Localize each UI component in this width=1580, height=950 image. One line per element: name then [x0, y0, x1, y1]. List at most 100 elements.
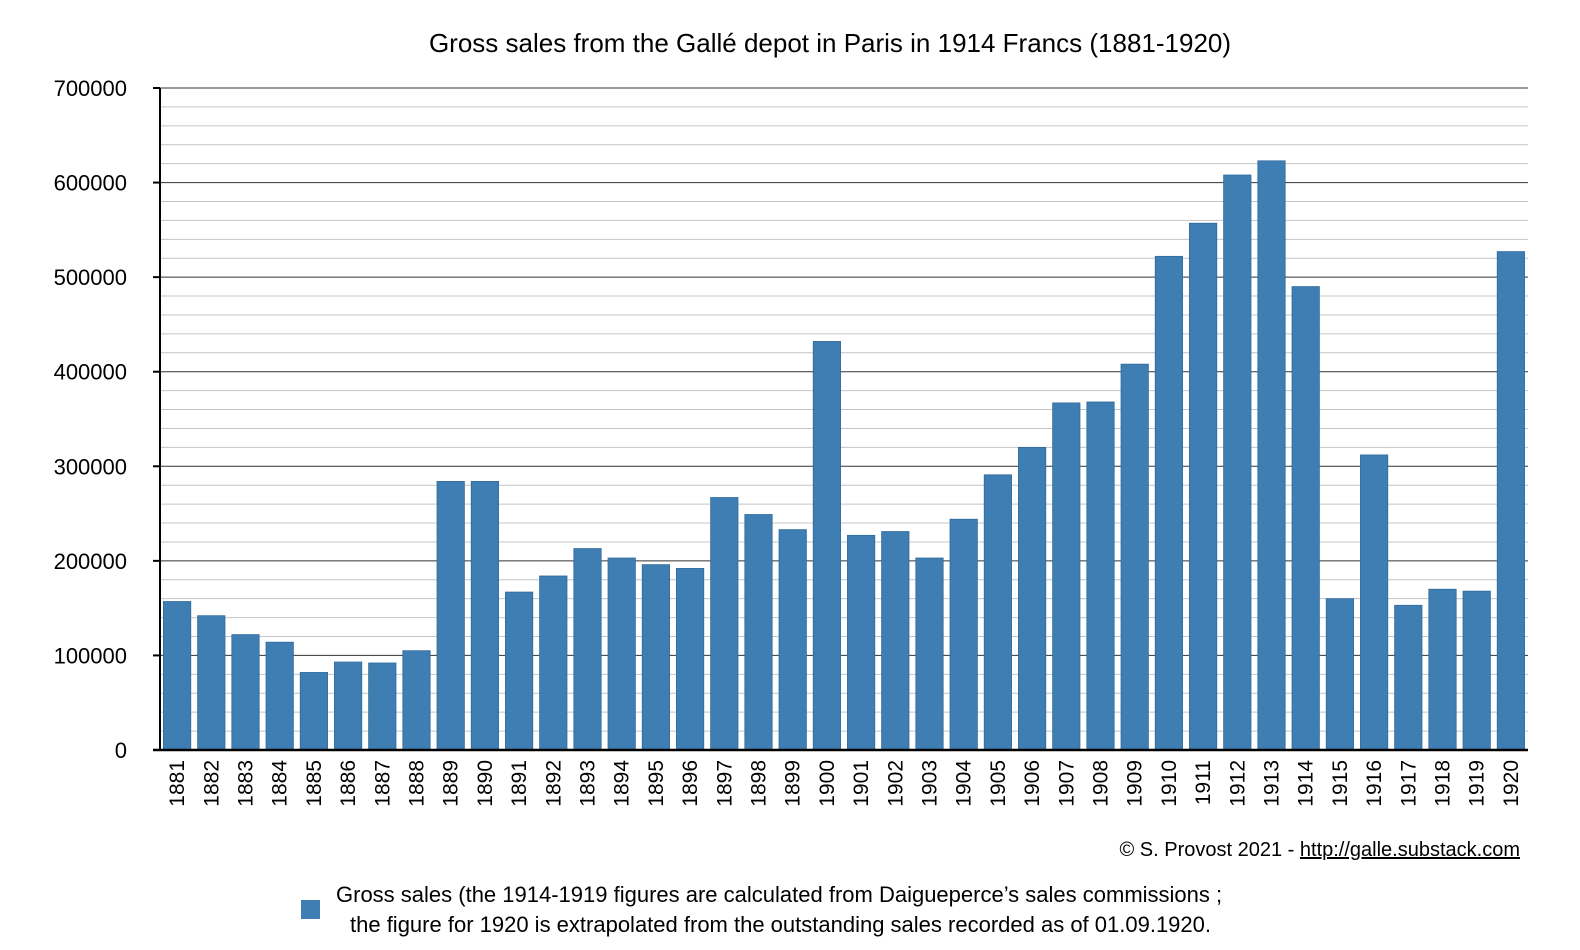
x-tick-label: 1906	[1021, 760, 1044, 807]
x-tick-label: 1890	[474, 760, 497, 807]
x-tick-label: 1896	[679, 760, 702, 807]
x-tick-label: 1920	[1500, 760, 1523, 807]
x-tick-label: 1882	[200, 760, 223, 807]
bar-1905	[983, 474, 1012, 751]
bar-1883	[231, 634, 260, 751]
bar-1884	[265, 641, 294, 751]
x-tick-label: 1885	[303, 760, 326, 807]
x-tick-label: 1914	[1295, 760, 1318, 807]
y-tick-labels: 0 100000 200000 300000 400000 500000 600000 700…	[54, 76, 160, 763]
bar-1909	[1120, 363, 1149, 751]
bar-1917	[1394, 604, 1423, 751]
x-tick-label: 1913	[1261, 760, 1284, 807]
major-gridlines	[160, 87, 1528, 656]
x-tick-label: 1894	[611, 760, 634, 807]
chart-title: Gross sales from the Gallé depot in Pari…	[429, 28, 1231, 58]
bar-1915	[1325, 598, 1354, 751]
bar-1885	[299, 672, 328, 751]
x-tick-label: 1919	[1466, 760, 1489, 807]
y-tick-label: 100000	[54, 643, 127, 668]
bar-1899	[778, 529, 807, 751]
x-tick-label: 1910	[1158, 760, 1181, 807]
bars	[163, 160, 1525, 751]
y-tick-label: 600000	[54, 171, 127, 196]
bar-1897	[710, 497, 739, 751]
credit: © S. Provost 2021 - http://galle.substac…	[1120, 839, 1520, 861]
bar-1907	[1052, 402, 1081, 751]
x-tick-label: 1887	[371, 760, 394, 807]
x-tick-label: 1901	[850, 760, 873, 807]
bar-1908	[1086, 401, 1115, 751]
bar-1902	[881, 531, 910, 751]
bar-1916	[1360, 454, 1389, 751]
bar-1913	[1257, 160, 1286, 751]
x-tick-label: 1903	[919, 760, 942, 807]
bar-1881	[163, 601, 192, 751]
x-tick-label: 1889	[440, 760, 463, 807]
bar-1886	[334, 661, 363, 751]
x-tick-label: 1917	[1397, 760, 1420, 807]
x-tick-label: 1892	[542, 760, 565, 807]
bar-1894	[607, 557, 636, 751]
x-tick-label: 1888	[406, 760, 429, 807]
x-tick-label: 1895	[645, 760, 668, 807]
bar-1904	[949, 518, 978, 751]
legend: Gross sales (the 1914-1919 figures are c…	[301, 882, 1222, 937]
x-tick-label: 1886	[337, 760, 360, 807]
x-tick-label: 1899	[782, 760, 805, 807]
bar-1900	[812, 341, 841, 751]
x-tick-labels: 1881 1882 1883 1884 1885 1886 1887 1888 1889 1890…	[166, 760, 1523, 807]
bar-1920	[1496, 251, 1525, 751]
bar-1882	[197, 615, 226, 751]
x-tick-label: 1881	[166, 760, 189, 807]
y-tick-label: 400000	[54, 360, 127, 385]
credit-prefix: © S. Provost 2021 -	[1120, 839, 1300, 861]
x-tick-label: 1884	[269, 760, 292, 807]
x-tick-label: 1900	[816, 760, 839, 807]
legend-label-line2: the figure for 1920 is extrapolated from…	[350, 912, 1211, 937]
x-tick-label: 1904	[953, 760, 976, 807]
bar-1895	[641, 564, 670, 751]
bar-1903	[915, 557, 944, 751]
x-tick-label: 1911	[1192, 760, 1215, 805]
bar-1892	[539, 575, 568, 751]
bar-1919	[1462, 590, 1491, 751]
x-tick-label: 1908	[1090, 760, 1113, 807]
legend-label-line1: Gross sales (the 1914-1919 figures are c…	[336, 882, 1222, 907]
bar-1906	[1018, 446, 1047, 751]
y-tick-label: 700000	[54, 76, 127, 101]
bar-1887	[368, 662, 397, 751]
x-tick-label: 1916	[1363, 760, 1386, 807]
y-tick-label: 0	[115, 738, 127, 763]
x-tick-label: 1897	[713, 760, 736, 807]
bar-1910	[1154, 255, 1183, 751]
bar-1898	[744, 514, 773, 751]
bar-1893	[573, 548, 602, 751]
x-tick-label: 1912	[1226, 760, 1249, 807]
x-tick-label: 1909	[1124, 760, 1147, 807]
x-tick-label: 1915	[1329, 760, 1352, 807]
legend-swatch	[301, 900, 320, 919]
bar-1914	[1291, 286, 1320, 751]
axes	[153, 88, 1528, 752]
y-tick-label: 500000	[54, 265, 127, 290]
y-tick-label: 300000	[54, 454, 127, 479]
bar-1891	[505, 591, 534, 751]
bar-1888	[402, 650, 431, 751]
x-tick-label: 1905	[987, 760, 1010, 807]
x-tick-label: 1907	[1055, 760, 1078, 807]
y-tick-label: 200000	[54, 549, 127, 574]
minor-gridlines	[160, 106, 1528, 732]
x-tick-label: 1891	[508, 760, 531, 807]
bar-1889	[436, 481, 465, 751]
bar-1912	[1223, 174, 1252, 751]
bar-1896	[676, 568, 705, 751]
bar-1911	[1189, 222, 1218, 751]
x-tick-label: 1902	[884, 760, 907, 807]
x-tick-label: 1893	[577, 760, 600, 807]
bar-1918	[1428, 588, 1457, 751]
bar-1890	[470, 481, 499, 751]
credit-link[interactable]: http://galle.substack.com	[1300, 839, 1520, 861]
bar-1901	[847, 534, 876, 751]
